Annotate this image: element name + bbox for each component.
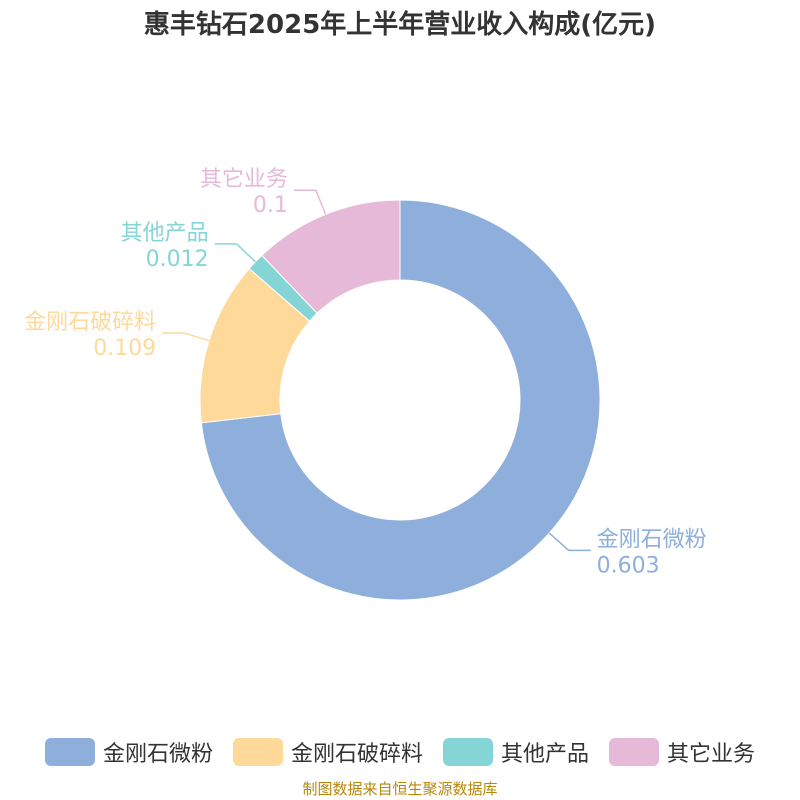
slice-category-label: 其它业务 [200,167,288,192]
legend-item-diamond-micropowder[interactable]: 金刚石微粉 [44,736,213,768]
legend-label: 金刚石破碎料 [290,742,423,767]
legend-label: 金刚石微粉 [102,742,213,767]
slice-value-label: 0.603 [597,553,660,578]
leader-line [548,532,591,552]
legend-swatch [232,738,283,766]
legend-item-other-business[interactable]: 其它业务 [609,736,755,768]
legend: 金刚石微粉 金刚石破碎料 其他产品 其它业务 [0,736,800,768]
slice-other-business[interactable] [261,199,401,314]
data-source-note: 制图数据来自恒生聚源数据库 [302,780,498,798]
slice-category-label: 金刚石微粉 [597,527,707,552]
leader-line [162,332,210,342]
legend-swatch [443,738,493,766]
slice-value-label: 0.1 [253,193,288,218]
legend-swatch [609,738,660,766]
slice-value-label: 0.012 [146,247,209,272]
slice-value-label: 0.109 [93,336,156,361]
legend-label: 其它业务 [667,742,756,767]
legend-item-diamond-crushed[interactable]: 金刚石破碎料 [232,736,423,768]
slice-diamond-micropowder[interactable] [200,199,601,601]
slice-category-label: 其他产品 [121,221,209,246]
leader-line [293,189,327,215]
slice-category-label: 金刚石破碎料 [24,310,156,335]
legend-item-other-products[interactable]: 其他产品 [443,736,589,768]
legend-label: 其他产品 [501,742,590,767]
chart-title: 惠丰钻石2025年上半年营业收入构成(亿元) [143,10,657,40]
leader-line [214,243,256,263]
legend-swatch [44,738,95,766]
